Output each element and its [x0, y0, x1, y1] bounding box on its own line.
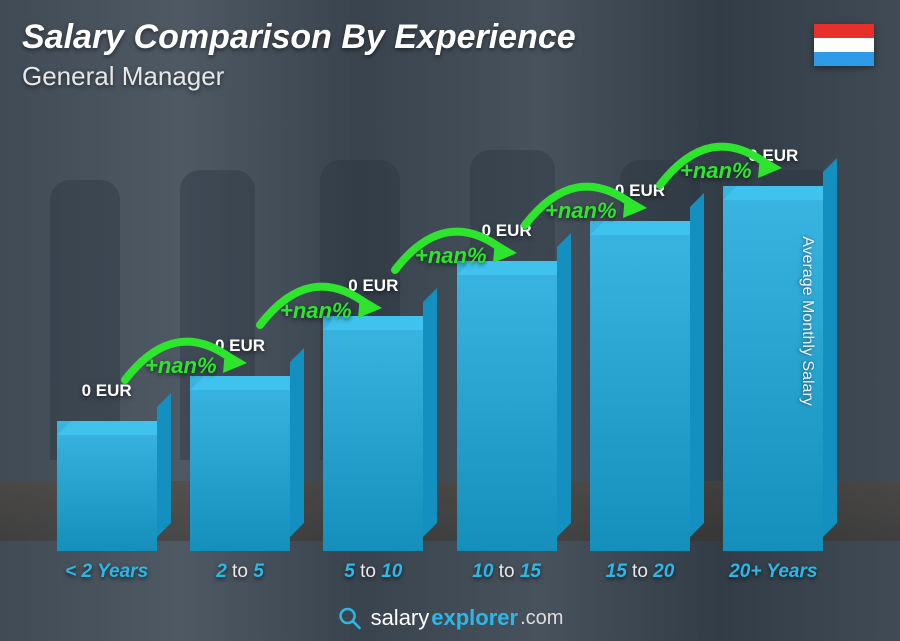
y-axis-label: Average Monthly Salary: [798, 236, 816, 406]
brand-text-b: explorer: [431, 605, 518, 631]
chart-header: Salary Comparison By Experience General …: [22, 18, 576, 92]
growth-label: +nan%: [680, 158, 752, 184]
bar-front-face: [57, 421, 157, 551]
bar-category-label: 10 to 15: [472, 561, 541, 583]
bar-side-face: [823, 158, 837, 537]
bar: 0 EUR: [57, 421, 157, 551]
brand-text-c: .com: [520, 607, 563, 630]
growth-label: +nan%: [545, 198, 617, 224]
bar-front-face: [590, 221, 690, 551]
bar-side-face: [290, 348, 304, 537]
bar-category-label: 20+ Years: [729, 561, 817, 583]
bar-side-face: [557, 233, 571, 537]
growth-label: +nan%: [415, 243, 487, 269]
bar-category-label: < 2 Years: [65, 561, 148, 583]
flag-stripe-top: [814, 24, 874, 38]
bar-chart: 0 EUR< 2 Years0 EUR2 to 50 EUR5 to 100 E…: [40, 120, 840, 581]
brand-text-a: salary: [371, 605, 430, 631]
bar-category-label: 5 to 10: [344, 561, 402, 583]
bar-slot: 0 EUR5 to 10: [316, 316, 431, 551]
bar-front-face: [190, 376, 290, 551]
chart-title: Salary Comparison By Experience: [22, 18, 576, 57]
bar-category-label: 15 to 20: [606, 561, 675, 583]
bar: 0 EUR: [590, 221, 690, 551]
bar-slot: 0 EUR15 to 20: [582, 221, 697, 551]
bar: 0 EUR: [190, 376, 290, 551]
bar-slot: 0 EUR< 2 Years: [49, 421, 164, 551]
bar-front-face: [457, 261, 557, 551]
flag-stripe-mid: [814, 38, 874, 52]
flag-stripe-bot: [814, 52, 874, 66]
country-flag: [814, 24, 874, 66]
bar-side-face: [690, 193, 704, 537]
bar: 0 EUR: [457, 261, 557, 551]
growth-label: +nan%: [280, 298, 352, 324]
bar-category-label: 2 to 5: [216, 561, 264, 583]
bar-side-face: [423, 288, 437, 537]
growth-label: +nan%: [145, 353, 217, 379]
chart-subtitle: General Manager: [22, 61, 576, 92]
bar-side-face: [157, 393, 171, 537]
bar-slot: 0 EUR10 to 15: [449, 261, 564, 551]
bar-top-face: [57, 421, 171, 435]
search-icon: [337, 605, 363, 631]
footer-branding: salary explorer .com: [337, 605, 564, 631]
bar: 0 EUR: [323, 316, 423, 551]
bar-slot: 0 EUR2 to 5: [182, 376, 297, 551]
bar-front-face: [323, 316, 423, 551]
